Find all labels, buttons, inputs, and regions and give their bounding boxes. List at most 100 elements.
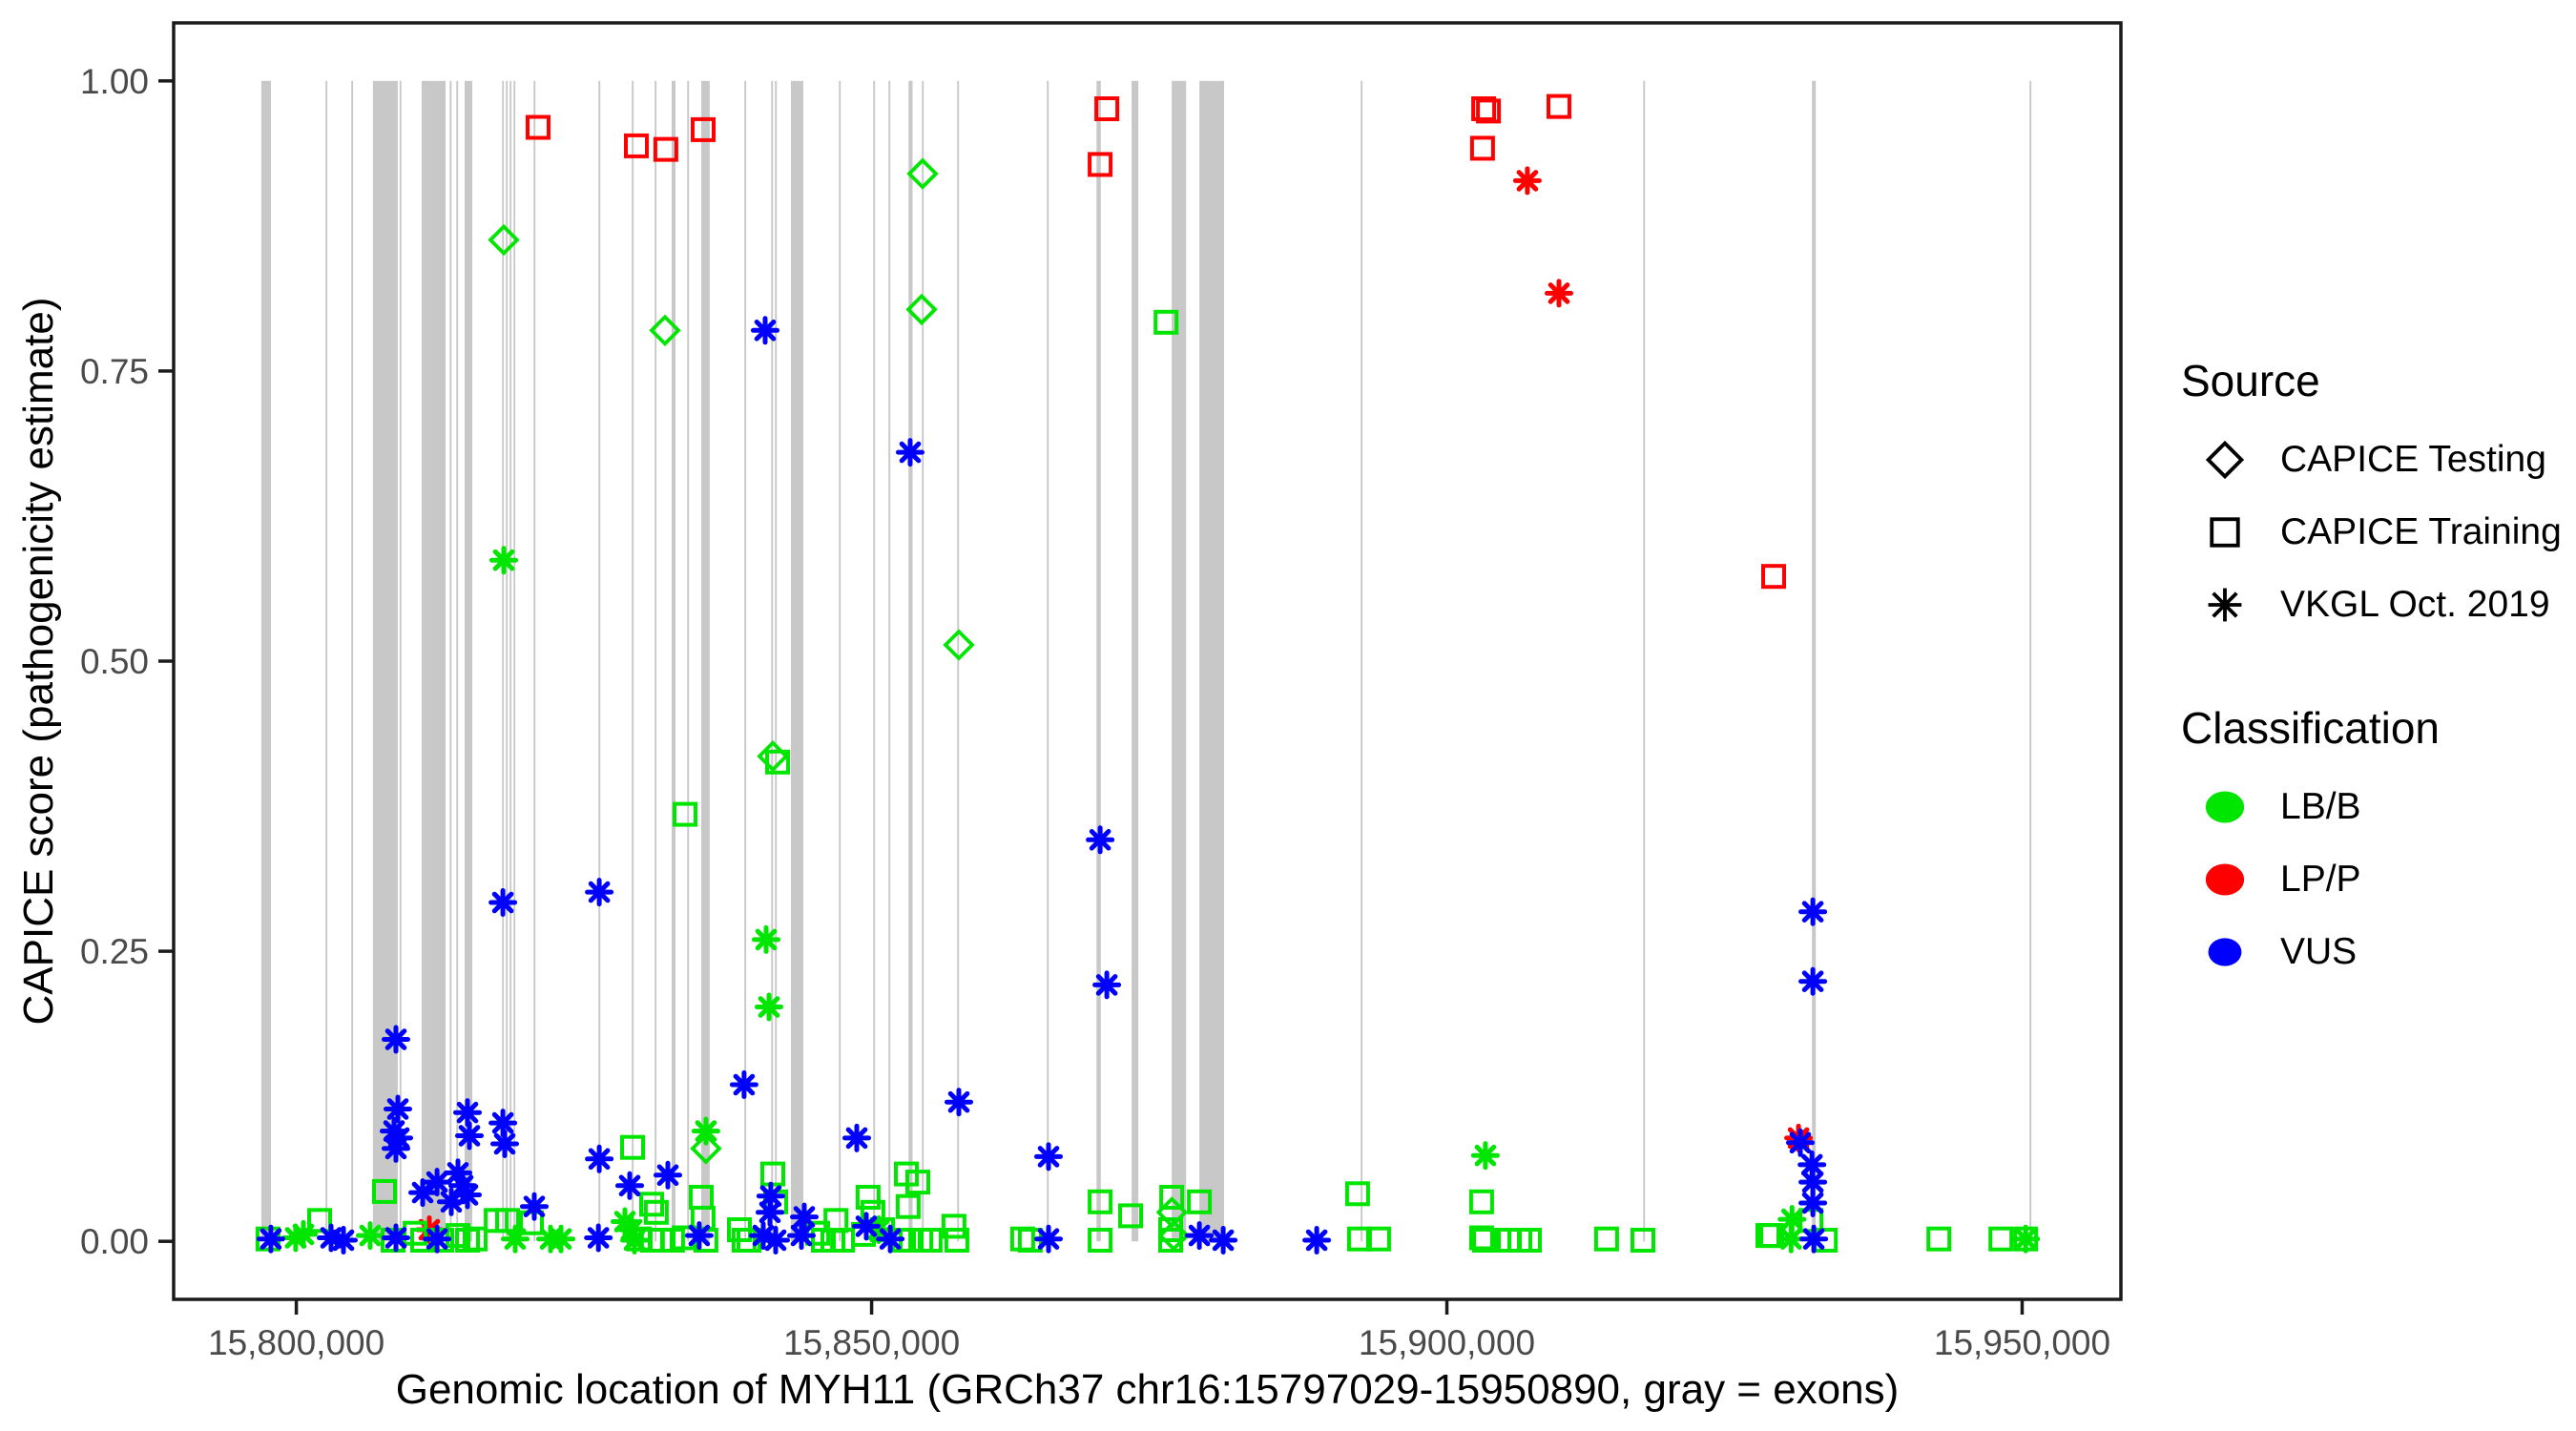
point-asterisk xyxy=(520,1192,549,1221)
y-tick-label: 0.50 xyxy=(80,642,149,681)
exon-bar xyxy=(509,80,512,1242)
exon-bar xyxy=(687,80,690,1242)
point-square xyxy=(307,1208,332,1234)
point-asterisk xyxy=(382,1223,410,1253)
point-square xyxy=(1158,1228,1183,1253)
exon-bar xyxy=(1047,80,1049,1242)
point-asterisk xyxy=(1786,1128,1815,1157)
x-tick-label: 15,950,000 xyxy=(1934,1323,2110,1362)
point-asterisk xyxy=(1545,279,1573,308)
point-asterisk xyxy=(584,1223,613,1253)
square-icon xyxy=(2210,517,2240,548)
point-square xyxy=(526,114,551,140)
point-asterisk xyxy=(620,1226,649,1255)
exon-bar xyxy=(372,80,398,1242)
point-diamond xyxy=(649,314,681,346)
legend-item-capice-training: CAPICE Training xyxy=(2181,496,2563,569)
point-square xyxy=(643,1199,669,1225)
point-asterisk xyxy=(453,1098,482,1128)
exon-bar xyxy=(533,80,536,1242)
point-square xyxy=(1476,98,1502,124)
point-diamond xyxy=(906,157,939,190)
legend-item-label: VUS xyxy=(2280,931,2358,972)
exon-bar xyxy=(744,80,747,1242)
point-asterisk xyxy=(256,1224,285,1254)
exon-bar xyxy=(1199,80,1224,1242)
point-asterisk xyxy=(842,1123,871,1152)
exon-bar xyxy=(839,80,841,1242)
point-square xyxy=(941,1213,966,1239)
point-asterisk xyxy=(1302,1226,1332,1255)
point-asterisk xyxy=(1092,970,1122,1000)
point-asterisk xyxy=(1185,1221,1215,1251)
point-square xyxy=(624,133,649,158)
y-axis-title: CAPICE score (pathogenicity estimate) xyxy=(15,297,62,1026)
point-square xyxy=(1344,1181,1370,1207)
exon-bar xyxy=(506,80,509,1242)
point-square xyxy=(917,1228,943,1253)
point-square xyxy=(403,1220,428,1246)
point-asterisk xyxy=(1086,825,1115,855)
asterisk-icon xyxy=(2208,588,2242,622)
point-asterisk xyxy=(408,1178,437,1208)
point-square xyxy=(1088,1189,1113,1214)
point-asterisk xyxy=(289,1219,318,1249)
exon-bar xyxy=(502,80,505,1242)
legend: Source CAPICE Testing CAPICE Training VK… xyxy=(2181,355,2563,988)
exon-bar xyxy=(1172,80,1187,1242)
legend-item-label: VKGL Oct. 2019 xyxy=(2280,584,2550,625)
point-asterisk xyxy=(501,1224,530,1254)
point-asterisk xyxy=(585,1144,614,1173)
exon-bar xyxy=(672,80,675,1242)
legend-item-label: LP/P xyxy=(2280,859,2361,900)
x-tick-label: 15,850,000 xyxy=(783,1323,960,1362)
point-square xyxy=(855,1185,881,1210)
point-square xyxy=(639,1192,664,1217)
point-square xyxy=(1159,1185,1185,1210)
point-diamond xyxy=(943,629,975,661)
point-asterisk xyxy=(455,1121,484,1151)
point-square xyxy=(1988,1226,2014,1252)
exon-bar xyxy=(908,80,913,1242)
point-square xyxy=(1471,96,1497,121)
x-tick-label: 15,900,000 xyxy=(1359,1323,1535,1362)
legend-item-label: LB/B xyxy=(2280,786,2361,827)
point-square xyxy=(905,1170,930,1195)
exon-bar xyxy=(922,80,924,1242)
legend-source-title: Source xyxy=(2181,356,2320,405)
point-asterisk xyxy=(684,1221,714,1251)
point-asterisk xyxy=(1470,1141,1500,1171)
point-asterisk xyxy=(585,878,614,907)
exon-bar xyxy=(456,80,459,1242)
exon-bar xyxy=(421,80,446,1242)
exon-bar xyxy=(399,80,402,1242)
exon-bar xyxy=(701,80,710,1242)
point-diamond xyxy=(488,223,520,257)
exon-bar xyxy=(791,80,803,1242)
legend-item-lbb: LB/B xyxy=(2181,771,2563,843)
exon-bar xyxy=(260,80,271,1242)
point-square xyxy=(944,1228,969,1253)
point-square xyxy=(1094,96,1120,121)
exon-bar xyxy=(1361,80,1363,1242)
point-diamond xyxy=(905,293,938,326)
point-square xyxy=(691,116,716,142)
point-asterisk xyxy=(691,1116,720,1146)
point-asterisk xyxy=(1798,1168,1828,1197)
point-asterisk xyxy=(382,1025,410,1054)
y-tick-label: 0.75 xyxy=(80,352,149,391)
exon-bar xyxy=(654,80,657,1242)
point-square xyxy=(653,136,678,162)
point-square xyxy=(1517,1228,1542,1253)
point-asterisk xyxy=(1034,1142,1063,1172)
point-asterisk xyxy=(490,1130,519,1158)
point-square xyxy=(1118,1203,1143,1229)
legend-item-vus: VUS xyxy=(2181,916,2563,988)
exon-bar xyxy=(449,80,452,1242)
point-asterisk xyxy=(1209,1226,1238,1255)
point-asterisk xyxy=(382,1133,410,1163)
lpp-dot-icon xyxy=(2205,863,2245,896)
point-square xyxy=(1468,1225,1494,1251)
point-asterisk xyxy=(729,1070,758,1099)
